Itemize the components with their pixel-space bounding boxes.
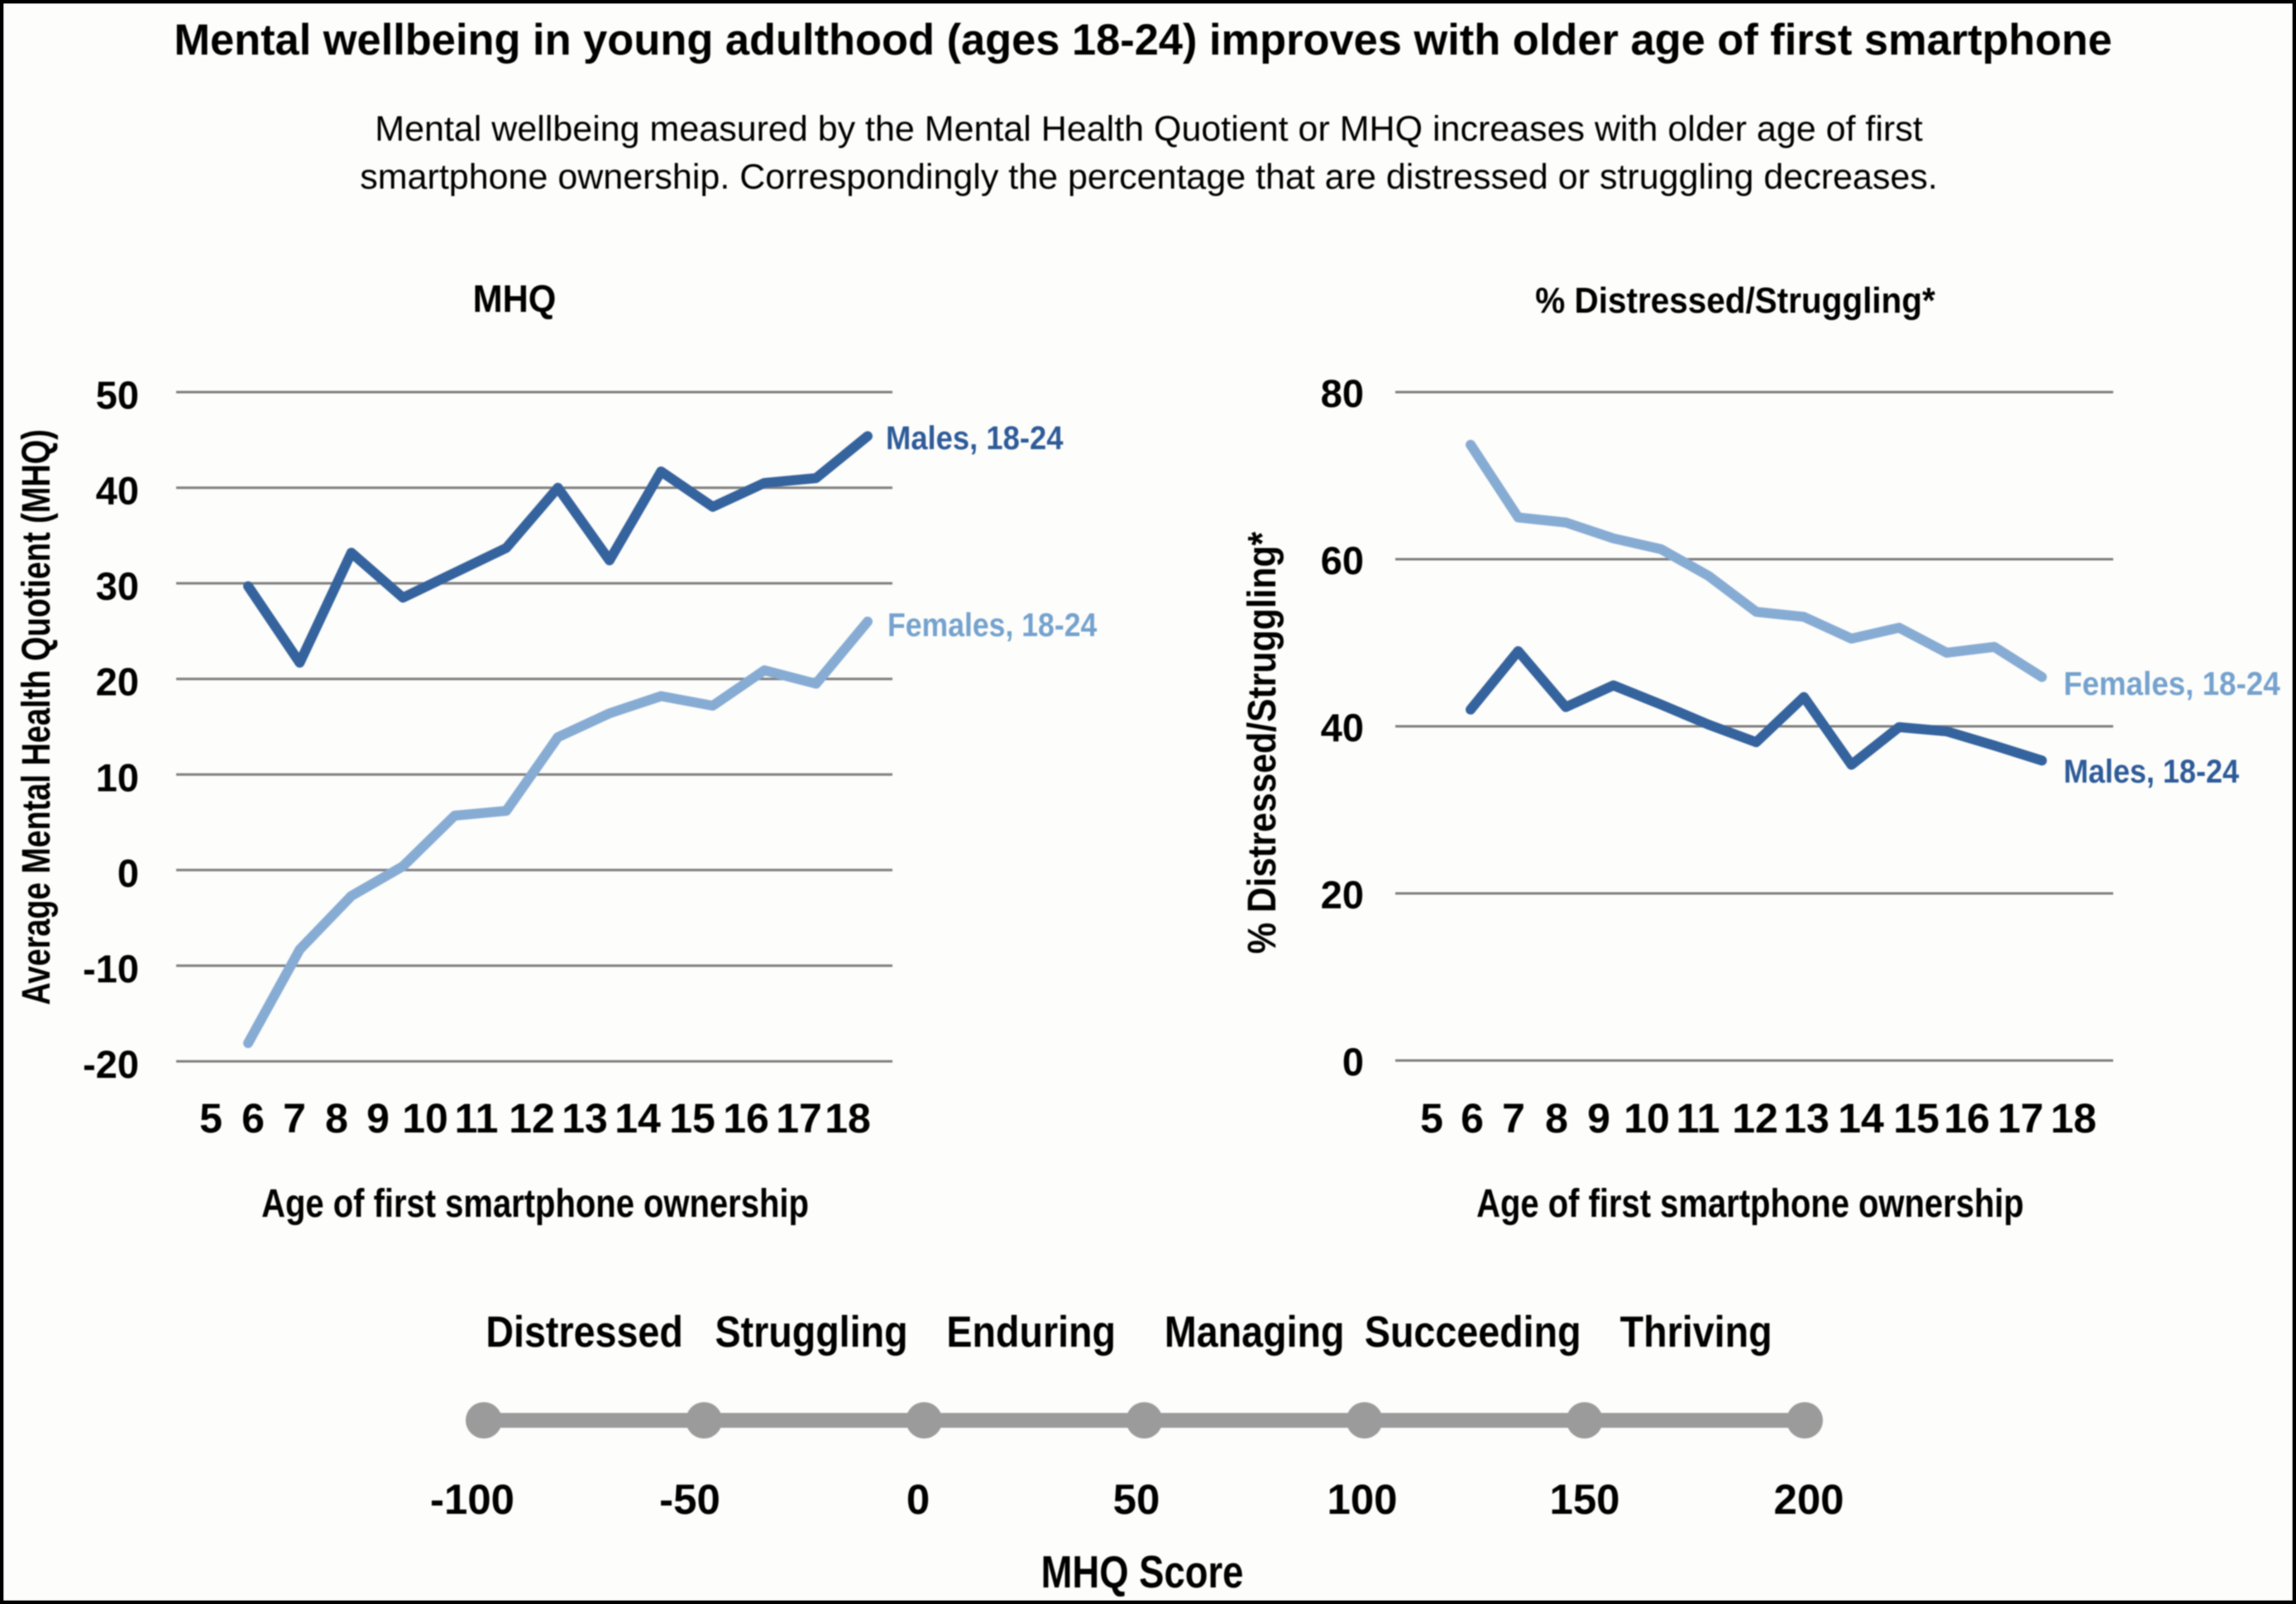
svg-text:14: 14 [1838, 1095, 1884, 1142]
svg-text:Age of first smartphone owners: Age of first smartphone ownership [1476, 1182, 2024, 1226]
svg-text:150: 150 [1549, 1476, 1619, 1523]
svg-text:Enduring: Enduring [946, 1307, 1116, 1356]
svg-text:11: 11 [1677, 1095, 1720, 1142]
svg-text:5: 5 [199, 1095, 222, 1142]
svg-text:-50: -50 [659, 1476, 720, 1523]
svg-text:17: 17 [1997, 1095, 2044, 1142]
svg-text:% Distressed/Struggling*: % Distressed/Struggling* [1535, 280, 1935, 320]
svg-text:7: 7 [283, 1095, 306, 1142]
svg-text:30: 30 [96, 564, 139, 608]
svg-text:60: 60 [1321, 539, 1364, 582]
svg-text:16: 16 [723, 1095, 769, 1142]
svg-text:Females, 18-24: Females, 18-24 [2064, 666, 2280, 703]
svg-text:Managing: Managing [1165, 1307, 1345, 1356]
svg-text:20: 20 [96, 660, 139, 704]
svg-text:40: 40 [1321, 706, 1364, 749]
svg-text:Females, 18-24: Females, 18-24 [887, 607, 1097, 644]
svg-text:50: 50 [96, 373, 139, 417]
svg-text:12: 12 [509, 1095, 555, 1142]
svg-text:6: 6 [1461, 1095, 1484, 1142]
svg-text:Thriving: Thriving [1620, 1307, 1772, 1356]
svg-text:50: 50 [1113, 1476, 1160, 1523]
svg-text:7: 7 [1502, 1095, 1525, 1142]
svg-text:15: 15 [1893, 1095, 1940, 1142]
svg-text:12: 12 [1732, 1095, 1778, 1142]
svg-text:Succeeding: Succeeding [1365, 1307, 1581, 1356]
svg-text:15: 15 [669, 1095, 715, 1142]
svg-text:0: 0 [1342, 1040, 1364, 1084]
svg-text:20: 20 [1321, 873, 1364, 917]
svg-text:14: 14 [615, 1095, 661, 1142]
svg-text:40: 40 [96, 469, 139, 513]
svg-text:8: 8 [325, 1095, 348, 1142]
svg-text:-10: -10 [83, 946, 139, 990]
svg-text:5: 5 [1420, 1095, 1443, 1142]
svg-text:% Distressed/Struggling*: % Distressed/Struggling* [1240, 532, 1284, 955]
svg-text:18: 18 [825, 1095, 871, 1142]
svg-text:6: 6 [242, 1095, 265, 1142]
svg-text:smartphone ownership. Correspo: smartphone ownership. Correspondingly th… [360, 157, 1937, 197]
svg-text:Distressed: Distressed [486, 1307, 682, 1356]
svg-text:0: 0 [906, 1476, 930, 1523]
svg-text:Mental wellbeing in young adul: Mental wellbeing in young adulthood (age… [174, 17, 2112, 65]
svg-text:10: 10 [96, 755, 139, 799]
svg-text:0: 0 [117, 851, 139, 895]
svg-text:200: 200 [1773, 1476, 1844, 1523]
svg-text:100: 100 [1327, 1476, 1397, 1523]
svg-text:9: 9 [366, 1095, 390, 1142]
svg-text:Average Mental Health Quotient: Average Mental Health Quotient (MHQ) [15, 429, 59, 1005]
svg-text:13: 13 [1783, 1095, 1830, 1142]
svg-text:MHQ: MHQ [473, 279, 557, 320]
svg-text:-100: -100 [430, 1476, 514, 1523]
svg-text:-20: -20 [83, 1042, 139, 1086]
svg-text:10: 10 [1624, 1095, 1670, 1142]
svg-text:16: 16 [1944, 1095, 1990, 1142]
svg-text:10: 10 [402, 1095, 448, 1142]
svg-text:Age of first smartphone owners: Age of first smartphone ownership [261, 1182, 809, 1226]
svg-text:17: 17 [776, 1095, 822, 1142]
svg-text:MHQ Score: MHQ Score [1041, 1546, 1244, 1597]
svg-text:18: 18 [2050, 1095, 2097, 1142]
svg-text:9: 9 [1587, 1095, 1610, 1142]
svg-text:8: 8 [1545, 1095, 1568, 1142]
svg-text:80: 80 [1321, 371, 1364, 415]
svg-text:13: 13 [562, 1095, 608, 1142]
svg-text:11: 11 [455, 1095, 499, 1142]
svg-text:Males, 18-24: Males, 18-24 [886, 419, 1064, 457]
svg-text:Males, 18-24: Males, 18-24 [2064, 754, 2239, 790]
svg-text:Struggling: Struggling [715, 1307, 907, 1356]
svg-text:Mental wellbeing measured by t: Mental wellbeing measured by the Mental … [375, 109, 1922, 149]
